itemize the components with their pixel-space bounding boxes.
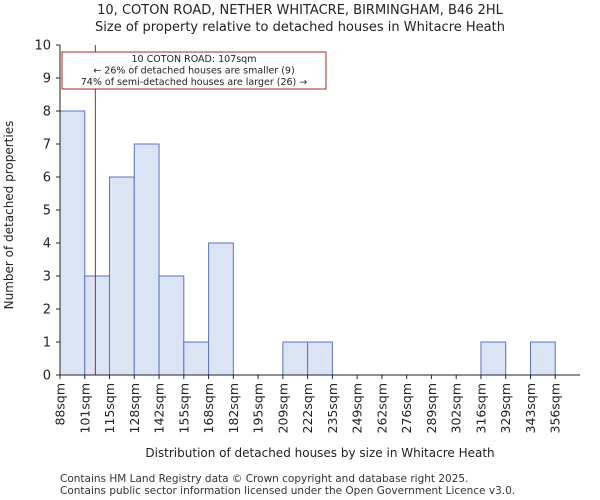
y-tick-label: 9 <box>43 72 51 87</box>
x-tick-label: 222sqm <box>300 383 315 433</box>
x-tick-label: 249sqm <box>350 383 365 433</box>
x-tick-label: 329sqm <box>498 383 513 433</box>
x-tick-label: 289sqm <box>424 383 439 433</box>
x-tick-label: 155sqm <box>176 383 191 433</box>
x-tick-label: 343sqm <box>523 383 538 433</box>
x-tick-label: 209sqm <box>275 383 290 433</box>
y-tick-label: 0 <box>43 369 51 384</box>
x-tick-label: 142sqm <box>152 383 167 433</box>
footer-copyright: Contains HM Land Registry data © Crown c… <box>60 473 469 485</box>
x-tick-label: 115sqm <box>102 383 117 433</box>
bar-222sqm <box>307 341 333 376</box>
bar-101sqm <box>84 275 111 376</box>
bar-343sqm <box>529 341 556 376</box>
x-tick-label: 235sqm <box>325 383 340 433</box>
bar-168sqm <box>208 242 234 376</box>
y-tick-label: 8 <box>43 105 51 120</box>
bar-115sqm <box>109 176 135 376</box>
bar-142sqm <box>158 275 185 376</box>
x-tick-label: 128sqm <box>127 383 142 433</box>
bar-209sqm <box>282 341 309 376</box>
y-tick-label: 1 <box>43 336 51 351</box>
x-tick-label: 195sqm <box>251 383 266 433</box>
y-tick-label: 6 <box>43 171 51 186</box>
x-tick-label: 316sqm <box>473 383 488 433</box>
annotation-line: ← 26% of detached houses are smaller (9) <box>93 66 294 77</box>
x-tick-label: 182sqm <box>226 383 241 433</box>
y-tick-label: 2 <box>43 303 51 318</box>
x-tick-label: 262sqm <box>374 383 389 433</box>
bar-88sqm <box>59 110 86 376</box>
annotation-box <box>61 51 327 90</box>
bar-155sqm <box>183 341 210 376</box>
chart-subtitle: Size of property relative to detached ho… <box>95 20 505 35</box>
bar-128sqm <box>133 143 160 376</box>
footer-licence: Contains public sector information licen… <box>60 485 516 497</box>
x-tick-label: 101sqm <box>77 383 92 433</box>
x-tick-label: 88sqm <box>53 383 68 426</box>
x-tick-label: 168sqm <box>201 383 216 433</box>
bar-316sqm <box>480 341 507 376</box>
chart-title: 10, COTON ROAD, NETHER WHITACRE, BIRMING… <box>97 3 503 18</box>
annotation-line: 74% of semi-detached houses are larger (… <box>81 77 308 88</box>
y-tick-label: 7 <box>43 138 51 153</box>
annotation-line: 10 COTON ROAD: 107sqm <box>132 54 257 65</box>
y-axis-label: Number of detached properties <box>2 121 16 310</box>
x-axis-label: Distribution of detached houses by size … <box>145 446 494 460</box>
y-tick-label: 10 <box>34 39 51 54</box>
x-tick-label: 302sqm <box>449 383 464 433</box>
y-tick-label: 3 <box>43 270 51 285</box>
y-tick-label: 4 <box>43 237 51 252</box>
x-tick-label: 276sqm <box>399 383 414 433</box>
x-tick-label: 356sqm <box>548 383 563 433</box>
y-tick-label: 5 <box>43 204 51 219</box>
